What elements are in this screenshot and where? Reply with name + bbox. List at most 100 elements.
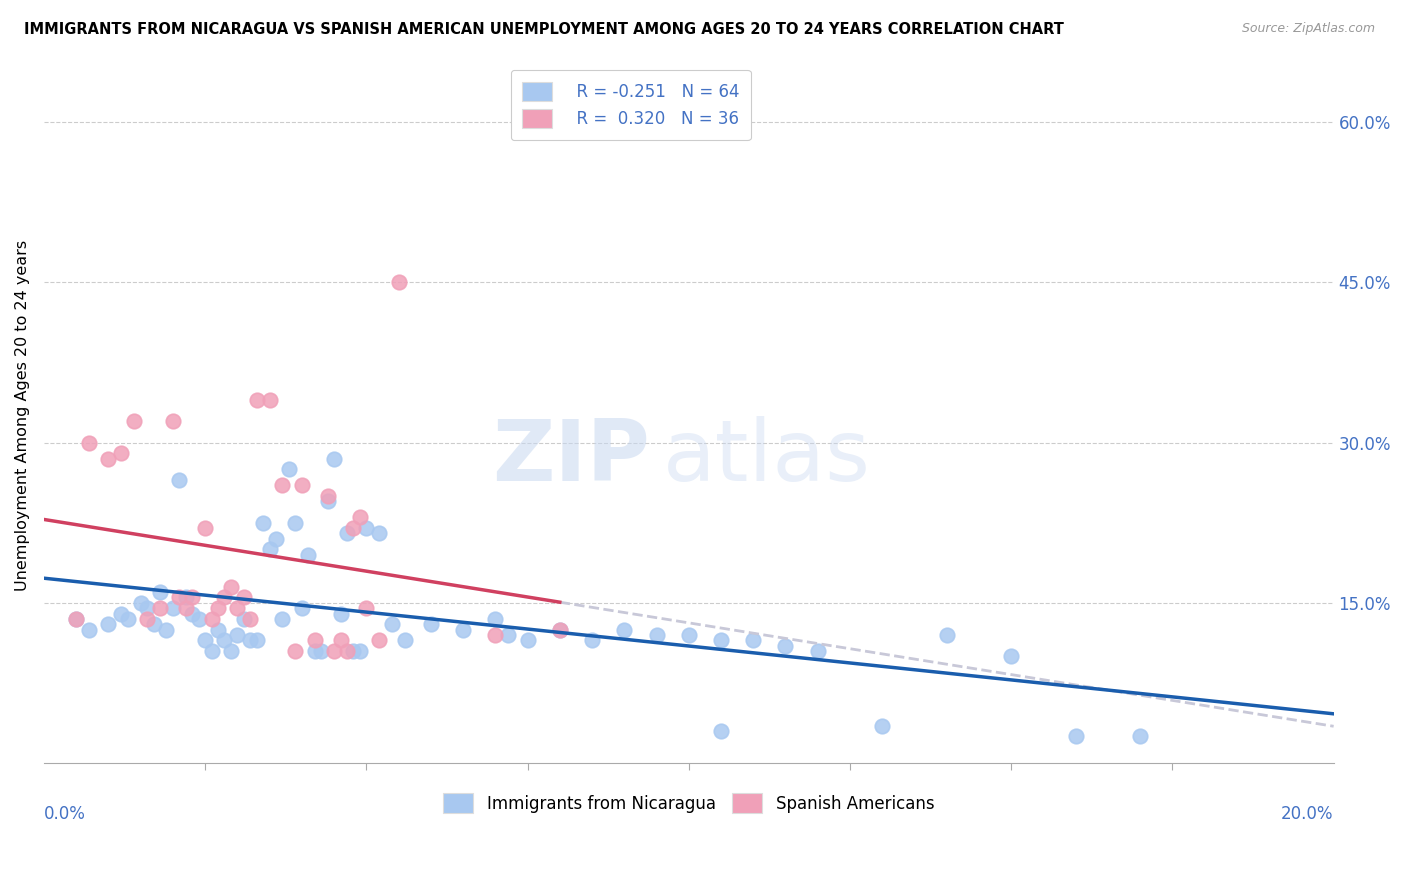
Text: IMMIGRANTS FROM NICARAGUA VS SPANISH AMERICAN UNEMPLOYMENT AMONG AGES 20 TO 24 Y: IMMIGRANTS FROM NICARAGUA VS SPANISH AME… (24, 22, 1064, 37)
Point (349, 510, 371, 524)
Point (645, 628, 668, 642)
Point (259, 392, 281, 407)
Point (232, 591, 254, 605)
Point (807, 644, 830, 658)
Point (368, 633, 391, 648)
Point (181, 607, 204, 621)
Point (284, 516, 307, 530)
Text: Source: ZipAtlas.com: Source: ZipAtlas.com (1241, 22, 1375, 36)
Point (259, 542, 281, 557)
Point (200, 612, 222, 626)
Point (1000, 649, 1022, 664)
Point (162, 414, 184, 428)
Legend: Immigrants from Nicaragua, Spanish Americans: Immigrants from Nicaragua, Spanish Ameri… (432, 781, 946, 824)
Point (342, 521, 364, 535)
Point (226, 601, 249, 615)
Point (219, 644, 242, 658)
Point (181, 591, 204, 605)
Point (162, 601, 184, 615)
Point (484, 612, 506, 626)
Point (548, 623, 571, 637)
Point (117, 612, 139, 626)
Point (336, 644, 359, 658)
Point (169, 591, 191, 605)
Point (271, 478, 294, 492)
Point (65, 612, 87, 626)
Point (548, 623, 571, 637)
Point (419, 617, 441, 632)
Point (329, 607, 352, 621)
Point (110, 607, 132, 621)
Point (291, 601, 314, 615)
Point (329, 633, 352, 648)
Point (678, 628, 700, 642)
Point (142, 617, 165, 632)
Point (194, 633, 217, 648)
Point (122, 414, 145, 428)
Point (870, 719, 893, 733)
Point (239, 612, 262, 626)
Point (200, 644, 222, 658)
Point (97, 451, 120, 466)
Point (368, 526, 391, 541)
Point (77, 435, 100, 450)
Point (935, 628, 957, 642)
Point (742, 633, 765, 648)
Point (187, 612, 209, 626)
Point (291, 478, 314, 492)
Point (264, 532, 287, 546)
Point (394, 633, 416, 648)
Point (136, 601, 159, 615)
Point (239, 633, 262, 648)
Text: atlas: atlas (664, 416, 870, 499)
Point (136, 612, 159, 626)
Point (214, 591, 236, 605)
Y-axis label: Unemployment Among Ages 20 to 24 years: Unemployment Among Ages 20 to 24 years (15, 240, 30, 591)
Point (613, 623, 636, 637)
Text: 20.0%: 20.0% (1281, 805, 1334, 822)
Point (484, 628, 506, 642)
Point (316, 494, 339, 508)
Point (496, 628, 519, 642)
Point (271, 612, 294, 626)
Point (309, 644, 332, 658)
Point (336, 526, 359, 541)
Point (149, 601, 172, 615)
Point (194, 521, 217, 535)
Point (451, 623, 474, 637)
Point (356, 521, 378, 535)
Point (381, 617, 404, 632)
Point (323, 451, 346, 466)
Point (129, 596, 152, 610)
Point (207, 601, 229, 615)
Point (516, 633, 538, 648)
Point (97, 617, 120, 632)
Point (304, 644, 326, 658)
Point (252, 516, 274, 530)
Point (246, 392, 269, 407)
Point (342, 644, 364, 658)
Point (169, 473, 191, 487)
Point (149, 585, 172, 599)
Point (304, 633, 326, 648)
Point (174, 601, 197, 615)
Point (775, 639, 797, 653)
Point (323, 644, 346, 658)
Point (65, 612, 87, 626)
Point (232, 612, 254, 626)
Point (77, 623, 100, 637)
Point (110, 446, 132, 460)
Text: 0.0%: 0.0% (44, 805, 86, 822)
Point (174, 591, 197, 605)
Point (284, 644, 307, 658)
Point (1129, 730, 1152, 744)
Point (297, 548, 319, 562)
Point (226, 628, 249, 642)
Point (387, 275, 409, 289)
Point (278, 462, 301, 476)
Point (710, 633, 733, 648)
Point (155, 623, 177, 637)
Point (207, 623, 229, 637)
Point (246, 633, 269, 648)
Point (316, 489, 339, 503)
